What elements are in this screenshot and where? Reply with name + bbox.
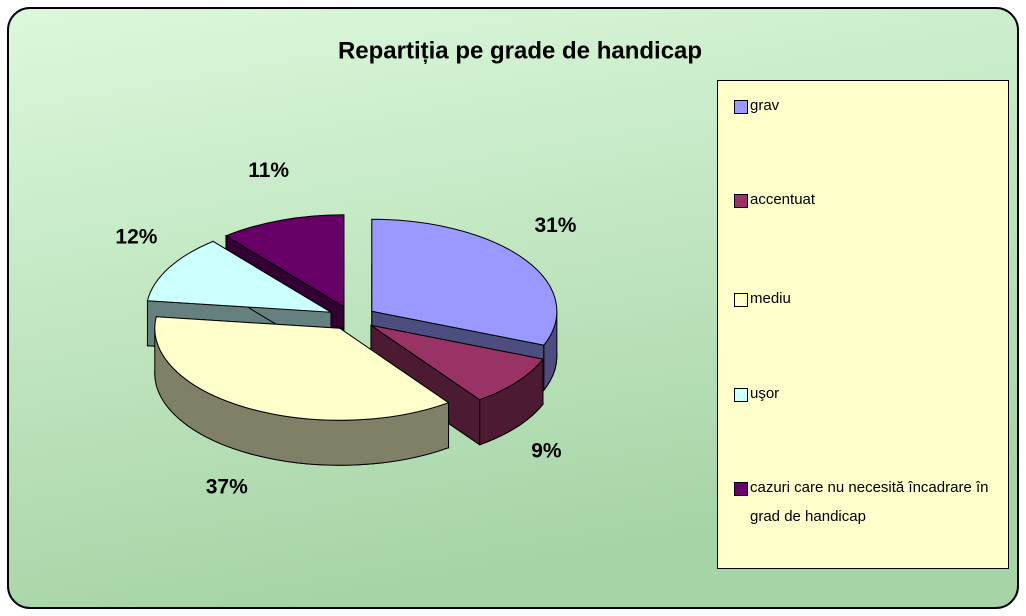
- pie: 31% 9% 37% 12% 11%: [115, 159, 576, 499]
- pie-slice: [146, 240, 332, 313]
- value-label: 9%: [531, 440, 562, 463]
- legend-label: cazuri care nu necesită încadrare în gra…: [750, 479, 989, 525]
- legend-label: uşor: [750, 385, 780, 402]
- value-label: 31%: [534, 214, 576, 237]
- chart-title: Repartiția pe grade de handicap: [338, 37, 702, 64]
- legend-swatch: [734, 482, 748, 496]
- legend-label: grav: [750, 97, 780, 114]
- value-label: 12%: [115, 226, 157, 249]
- pie-slice: [371, 218, 558, 346]
- legend-swatch: [734, 194, 748, 208]
- legend-swatch: [734, 388, 748, 402]
- legend-entry: accentuat: [734, 185, 1000, 214]
- legend-entry: cazuri care nu necesită încadrare în gra…: [734, 473, 1000, 531]
- pie-slice: [370, 324, 544, 401]
- value-label: 11%: [248, 159, 289, 182]
- legend-entry: grav: [734, 91, 1000, 120]
- legend-label: accentuat: [750, 191, 816, 208]
- legend-label: mediu: [750, 290, 791, 307]
- legend-swatch: [734, 100, 748, 114]
- pie-slice: [154, 316, 450, 421]
- pie-slice: [224, 214, 345, 308]
- legend-entry: uşor: [734, 379, 1000, 408]
- legend: grav accentuat mediu uşor cazuri care nu nec…: [717, 80, 1009, 569]
- legend-entry: mediu: [734, 284, 1000, 313]
- value-label: 37%: [206, 476, 248, 499]
- legend-swatch: [734, 293, 748, 307]
